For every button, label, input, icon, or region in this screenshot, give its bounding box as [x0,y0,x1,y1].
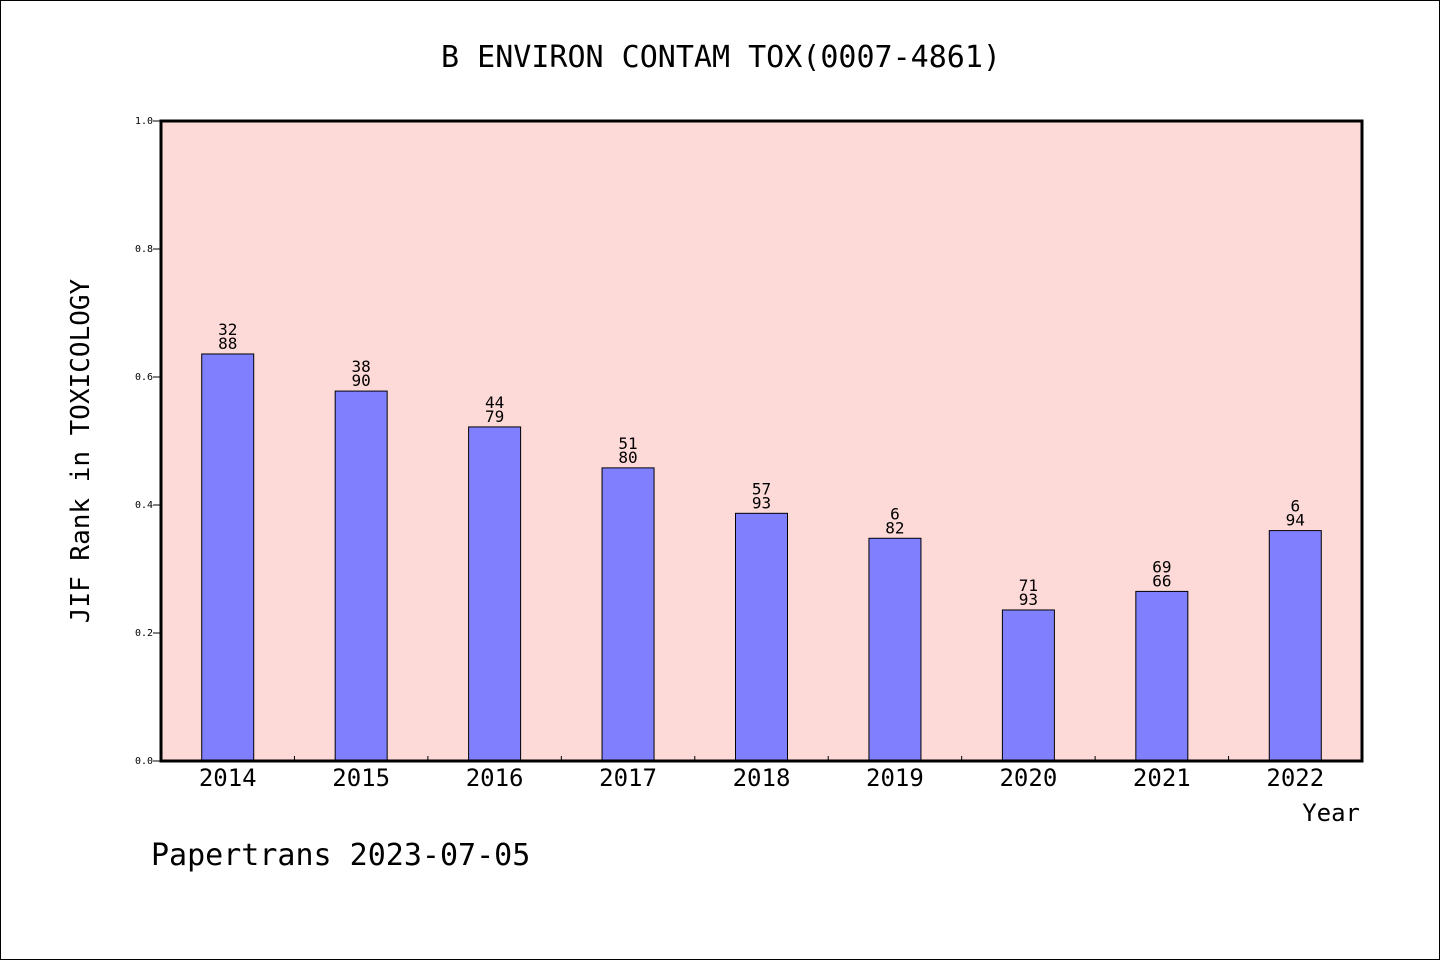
bar-label-bottom: 88 [218,334,237,353]
x-tick-label: 2016 [466,764,524,792]
y-tick-label: 0.8 [135,244,153,255]
bar-label-top: 69 [1152,557,1171,576]
x-axis-label: Year [1302,799,1360,827]
bar [1268,530,1322,762]
bar-label-bottom: 66 [1152,571,1171,590]
x-tick-label: 2020 [999,764,1057,792]
y-tick-label: 1.0 [135,116,153,127]
bar [735,512,788,762]
y-tick-label: 0.2 [135,628,153,639]
bar [1135,590,1189,762]
bar-label-top: 57 [752,479,771,498]
bar-label-bottom: 80 [618,448,637,467]
x-tick-label: 2017 [599,764,657,792]
x-tick-label: 2014 [199,764,257,792]
bar-label-bottom: 82 [885,518,904,537]
bar-label-bottom: 93 [752,493,771,512]
bar-label-top: 51 [618,434,637,453]
y-axis-label: JIF Rank in TOXICOLOGY [66,278,96,623]
bar-label-bottom: 90 [352,371,371,390]
bar [201,353,255,762]
y-tick-label: 0.4 [135,500,153,511]
x-tick-label: 2022 [1266,764,1324,792]
bar [334,390,388,762]
x-tick-label: 2015 [332,764,390,792]
bar-label-top: 44 [485,393,504,412]
bar [601,467,655,762]
x-axis: 2014 2015 2016 2017 2018 2019 2020 2021 2022 [199,756,1324,792]
bar [468,426,522,762]
bar-label-top: 6 [890,504,900,523]
bar-label-bottom: 79 [485,407,504,426]
chart-title: B ENVIRON CONTAM TOX(0007-4861) [441,40,1001,75]
bar [868,537,922,762]
y-tick-label: 0.0 [135,756,153,767]
plot-border [159,119,1364,763]
y-tick-label: 0.6 [135,372,153,383]
bar-label-top: 71 [1019,576,1038,595]
bar-label-top: 38 [352,357,371,376]
y-axis: 0.0 0.2 0.4 0.6 0.8 1.0 [135,116,161,767]
x-tick-label: 2021 [1133,764,1191,792]
bar-label-top: 32 [218,320,237,339]
bar-label-top: 6 [1290,497,1300,516]
bar-label-bottom: 93 [1019,590,1038,609]
bar-label-bottom: 94 [1286,511,1305,530]
x-tick-label: 2019 [866,764,924,792]
bar [1001,609,1055,762]
x-tick-label: 2018 [733,764,791,792]
footer-text: Papertrans 2023-07-05 [151,838,530,873]
